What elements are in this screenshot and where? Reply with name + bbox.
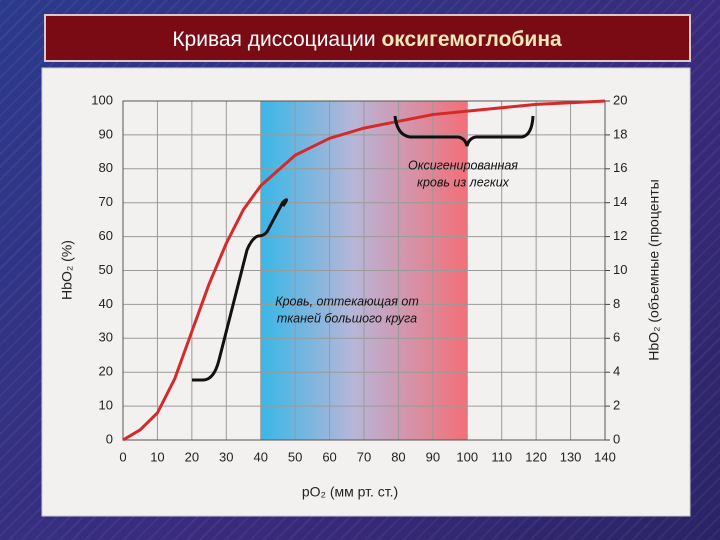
title-bar bbox=[44, 14, 691, 62]
y2-tick-label: 2 bbox=[613, 398, 620, 413]
y-tick-label: 30 bbox=[99, 330, 113, 345]
x-axis-label: pO₂ (мм рт. ст.) bbox=[302, 484, 398, 500]
title-part: Кривая диссоциации bbox=[172, 28, 375, 51]
y2-tick-label: 10 bbox=[613, 262, 627, 277]
title-emphasis: оксигемоглобина bbox=[381, 28, 562, 51]
y-tick-label: 90 bbox=[99, 126, 113, 141]
x-tick-label: 10 bbox=[150, 449, 164, 464]
x-tick-label: 70 bbox=[357, 449, 371, 464]
series-line bbox=[122, 99, 606, 442]
x-tick-label: 90 bbox=[426, 449, 440, 464]
annotation: Оксигенированная bbox=[408, 158, 518, 172]
x-tick-label: 100 bbox=[456, 449, 478, 464]
y2-tick-label: 18 bbox=[613, 126, 627, 141]
x-tick-label: 60 bbox=[322, 449, 336, 464]
y2-tick-label: 8 bbox=[613, 296, 620, 311]
x-tick-label: 50 bbox=[288, 449, 302, 464]
y-tick-label: 100 bbox=[91, 92, 113, 107]
y-axis-label: HbO₂ (%) bbox=[59, 240, 75, 300]
y-tick-label: 60 bbox=[99, 228, 113, 243]
x-tick-label: 110 bbox=[491, 449, 512, 464]
y2-tick-label: 0 bbox=[613, 431, 620, 446]
y2-tick-label: 16 bbox=[613, 160, 627, 175]
y-tick-label: 80 bbox=[99, 160, 113, 175]
annotation: кровь из легких bbox=[417, 175, 510, 189]
y-tick-label: 0 bbox=[106, 431, 113, 446]
plot-frame bbox=[122, 100, 606, 441]
annotation: тканей большого круга bbox=[277, 311, 417, 325]
x-tick-label: 0 bbox=[119, 449, 126, 464]
x-tick-label: 80 bbox=[391, 449, 405, 464]
y-tick-label: 40 bbox=[99, 296, 113, 311]
x-tick-label: 30 bbox=[219, 449, 233, 464]
chart-title: Кривая диссоциации оксигемоглобина bbox=[172, 28, 562, 51]
x-tick-label: 130 bbox=[560, 449, 582, 464]
annotation: Кровь, оттекающая от bbox=[275, 294, 419, 308]
y2-tick-label: 12 bbox=[613, 228, 627, 243]
bracket-tissue bbox=[192, 198, 288, 382]
y-tick-label: 50 bbox=[99, 262, 113, 277]
y2-axis-label: HbO₂ (объемные (проценты bbox=[646, 179, 662, 360]
y-tick-label: 20 bbox=[99, 364, 113, 379]
y-tick-label: 10 bbox=[99, 398, 113, 413]
bracket-oxygenated bbox=[393, 115, 535, 147]
y2-tick-label: 14 bbox=[613, 194, 627, 209]
x-tick-label: 40 bbox=[253, 449, 267, 464]
x-tick-label: 20 bbox=[185, 449, 199, 464]
y2-tick-label: 20 bbox=[613, 92, 627, 107]
y2-tick-label: 4 bbox=[613, 364, 620, 379]
x-tick-label: 120 bbox=[525, 449, 547, 464]
x-tick-label: 140 bbox=[594, 449, 616, 464]
y-tick-label: 70 bbox=[99, 194, 113, 209]
y2-tick-label: 6 bbox=[613, 330, 620, 345]
